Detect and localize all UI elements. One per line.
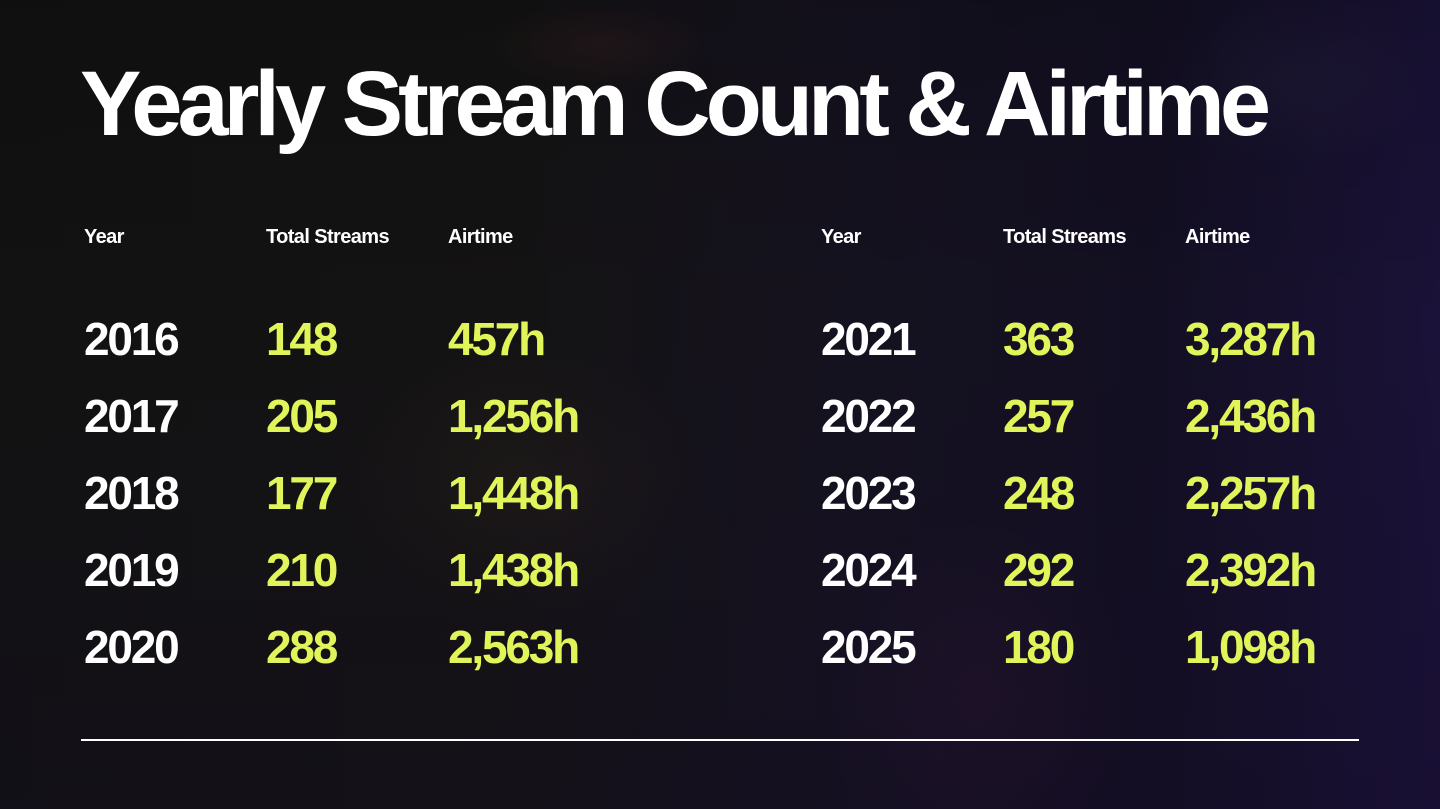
year-cell: 2018 [84,467,180,519]
airtime-cell: 2,257h [1185,467,1317,519]
streams-cell: 148 [266,313,338,365]
header-airtime: Airtime [1185,226,1250,248]
table-body: 2021 363 3,287h 2022 257 2,436h 2023 248… [821,316,1381,701]
header-total-streams: Total Streams [266,226,390,248]
table-row: 2017 205 1,256h [84,393,644,470]
table-row: 2024 292 2,392h [821,547,1381,624]
table-row: 2023 248 2,257h [821,470,1381,547]
airtime-cell: 3,287h [1185,313,1317,365]
year-cell: 2024 [821,544,917,596]
table-row: 2025 180 1,098h [821,624,1381,701]
year-cell: 2021 [821,313,917,365]
streams-cell: 248 [1003,467,1075,519]
year-cell: 2023 [821,467,917,519]
year-cell: 2017 [84,390,180,442]
streams-cell: 205 [266,390,338,442]
header-total-streams: Total Streams [1003,226,1127,248]
table-header: Year Total Streams Airtime [84,226,644,256]
year-cell: 2025 [821,621,917,673]
streams-cell: 292 [1003,544,1075,596]
stats-table-2021-2025: Year Total Streams Airtime 2021 363 3,28… [821,226,1381,670]
year-cell: 2016 [84,313,180,365]
table-row: 2020 288 2,563h [84,624,644,701]
airtime-cell: 2,563h [448,621,580,673]
table-row: 2019 210 1,438h [84,547,644,624]
header-year: Year [84,226,124,248]
streams-cell: 210 [266,544,338,596]
stats-table-2016-2020: Year Total Streams Airtime 2016 148 457h… [84,226,644,670]
airtime-cell: 1,448h [448,467,580,519]
airtime-cell: 2,436h [1185,390,1317,442]
year-cell: 2022 [821,390,917,442]
streams-cell: 177 [266,467,338,519]
footer-divider-line [81,739,1359,741]
streams-cell: 180 [1003,621,1075,673]
table-header: Year Total Streams Airtime [821,226,1381,256]
airtime-cell: 2,392h [1185,544,1317,596]
airtime-cell: 457h [448,313,546,365]
slide-title: Yearly Stream Count & Airtime [80,53,1271,155]
header-year: Year [821,226,861,248]
table-body: 2016 148 457h 2017 205 1,256h 2018 177 1… [84,316,644,701]
table-row: 2022 257 2,436h [821,393,1381,470]
airtime-cell: 1,098h [1185,621,1317,673]
table-row: 2016 148 457h [84,316,644,393]
year-cell: 2019 [84,544,180,596]
table-row: 2021 363 3,287h [821,316,1381,393]
header-airtime: Airtime [448,226,513,248]
streams-cell: 257 [1003,390,1075,442]
streams-cell: 288 [266,621,338,673]
airtime-cell: 1,438h [448,544,580,596]
airtime-cell: 1,256h [448,390,580,442]
table-row: 2018 177 1,448h [84,470,644,547]
year-cell: 2020 [84,621,180,673]
streams-cell: 363 [1003,313,1075,365]
